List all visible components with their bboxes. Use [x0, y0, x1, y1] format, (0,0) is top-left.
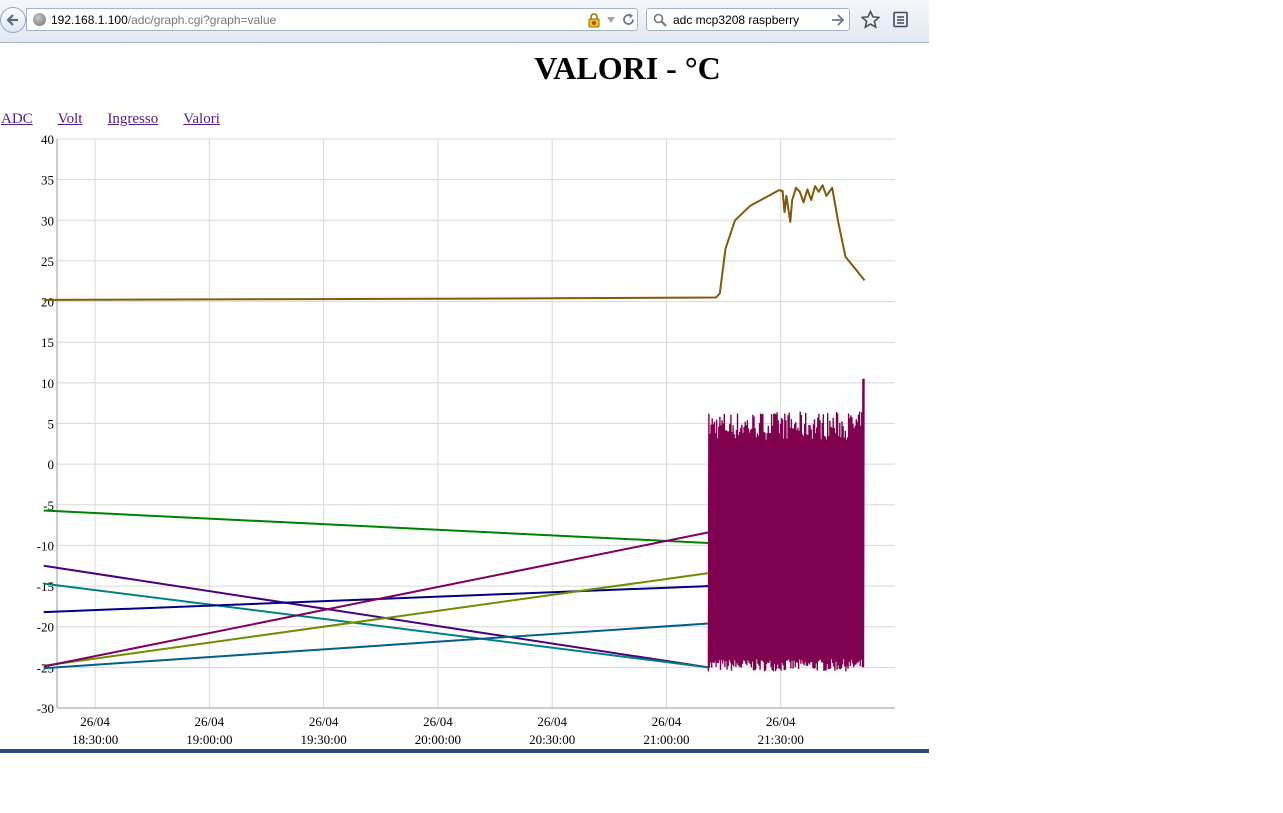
series-line — [43, 509, 709, 544]
y-tick-label: 20 — [41, 295, 54, 310]
y-tick-label: 35 — [41, 173, 54, 188]
x-tick-time: 21:00:00 — [643, 732, 689, 747]
series-line — [43, 564, 709, 669]
page-title: VALORI - °C — [534, 50, 721, 86]
search-icon — [653, 13, 667, 27]
y-tick-label: 5 — [48, 417, 55, 432]
browser-toolbar: 192.168.1.100/adc/graph.cgi?graph=value … — [0, 0, 929, 43]
y-tick-label: 0 — [48, 457, 55, 472]
url-text: 192.168.1.100/adc/graph.cgi?graph=value — [51, 13, 276, 27]
search-bar[interactable]: adc mcp3208 raspberry — [646, 8, 850, 31]
url-host: 192.168.1.100 — [51, 13, 128, 27]
x-tick-time: 20:00:00 — [415, 732, 461, 747]
y-tick-label: -20 — [37, 620, 54, 635]
search-text: adc mcp3208 raspberry — [673, 13, 800, 27]
y-tick-label: 30 — [41, 213, 54, 228]
nav-link-adc[interactable]: ADC — [1, 111, 33, 127]
y-tick-label: 10 — [41, 376, 54, 391]
window-bottom-border — [0, 749, 929, 753]
x-tick-time: 18:30:00 — [72, 732, 118, 747]
y-tick-label: 25 — [41, 254, 54, 269]
y-tick-label: 15 — [41, 335, 54, 350]
y-tick-label: -10 — [37, 538, 54, 553]
globe-icon — [33, 13, 46, 26]
y-tick-label: 40 — [41, 132, 54, 147]
graph-nav: ADC Volt Ingresso Valori — [1, 111, 245, 128]
x-tick-date: 26/04 — [652, 714, 682, 729]
y-tick-label: -30 — [37, 701, 54, 716]
series-line — [43, 582, 709, 669]
nav-link-volt[interactable]: Volt — [57, 111, 83, 127]
url-path: /adc/graph.cgi?graph=value — [127, 13, 277, 27]
lock-icon[interactable] — [587, 12, 601, 28]
series-line — [43, 184, 866, 301]
address-bar[interactable]: 192.168.1.100/adc/graph.cgi?graph=value — [26, 8, 638, 31]
x-tick-date: 26/04 — [195, 714, 225, 729]
x-tick-date: 26/04 — [766, 714, 796, 729]
series-line — [43, 531, 709, 668]
y-tick-label: -15 — [37, 579, 54, 594]
x-tick-time: 20:30:00 — [529, 732, 575, 747]
back-icon — [6, 14, 18, 26]
x-tick-date: 26/04 — [537, 714, 567, 729]
reload-icon[interactable] — [621, 12, 636, 27]
noise-series-segment — [707, 378, 865, 672]
y-tick-label: -5 — [43, 498, 54, 513]
nav-link-ingresso[interactable]: Ingresso — [107, 111, 159, 127]
series-line — [43, 622, 709, 670]
bookmarks-menu-icon[interactable] — [892, 11, 909, 28]
dropmarker-icon[interactable] — [606, 16, 616, 24]
x-tick-date: 26/04 — [423, 714, 453, 729]
bookmark-star-icon[interactable] — [861, 10, 880, 29]
x-tick-time: 19:00:00 — [186, 732, 232, 747]
x-tick-time: 19:30:00 — [301, 732, 347, 747]
search-go-icon[interactable] — [831, 13, 845, 27]
back-button[interactable] — [0, 7, 26, 33]
x-tick-date: 26/04 — [80, 714, 110, 729]
x-tick-time: 21:30:00 — [758, 732, 804, 747]
x-tick-date: 26/04 — [309, 714, 339, 729]
temperature-chart: 4035302520151050-5-10-15-20-25-3026/0418… — [37, 132, 895, 747]
series-line — [43, 572, 709, 667]
nav-link-valori[interactable]: Valori — [183, 111, 220, 127]
